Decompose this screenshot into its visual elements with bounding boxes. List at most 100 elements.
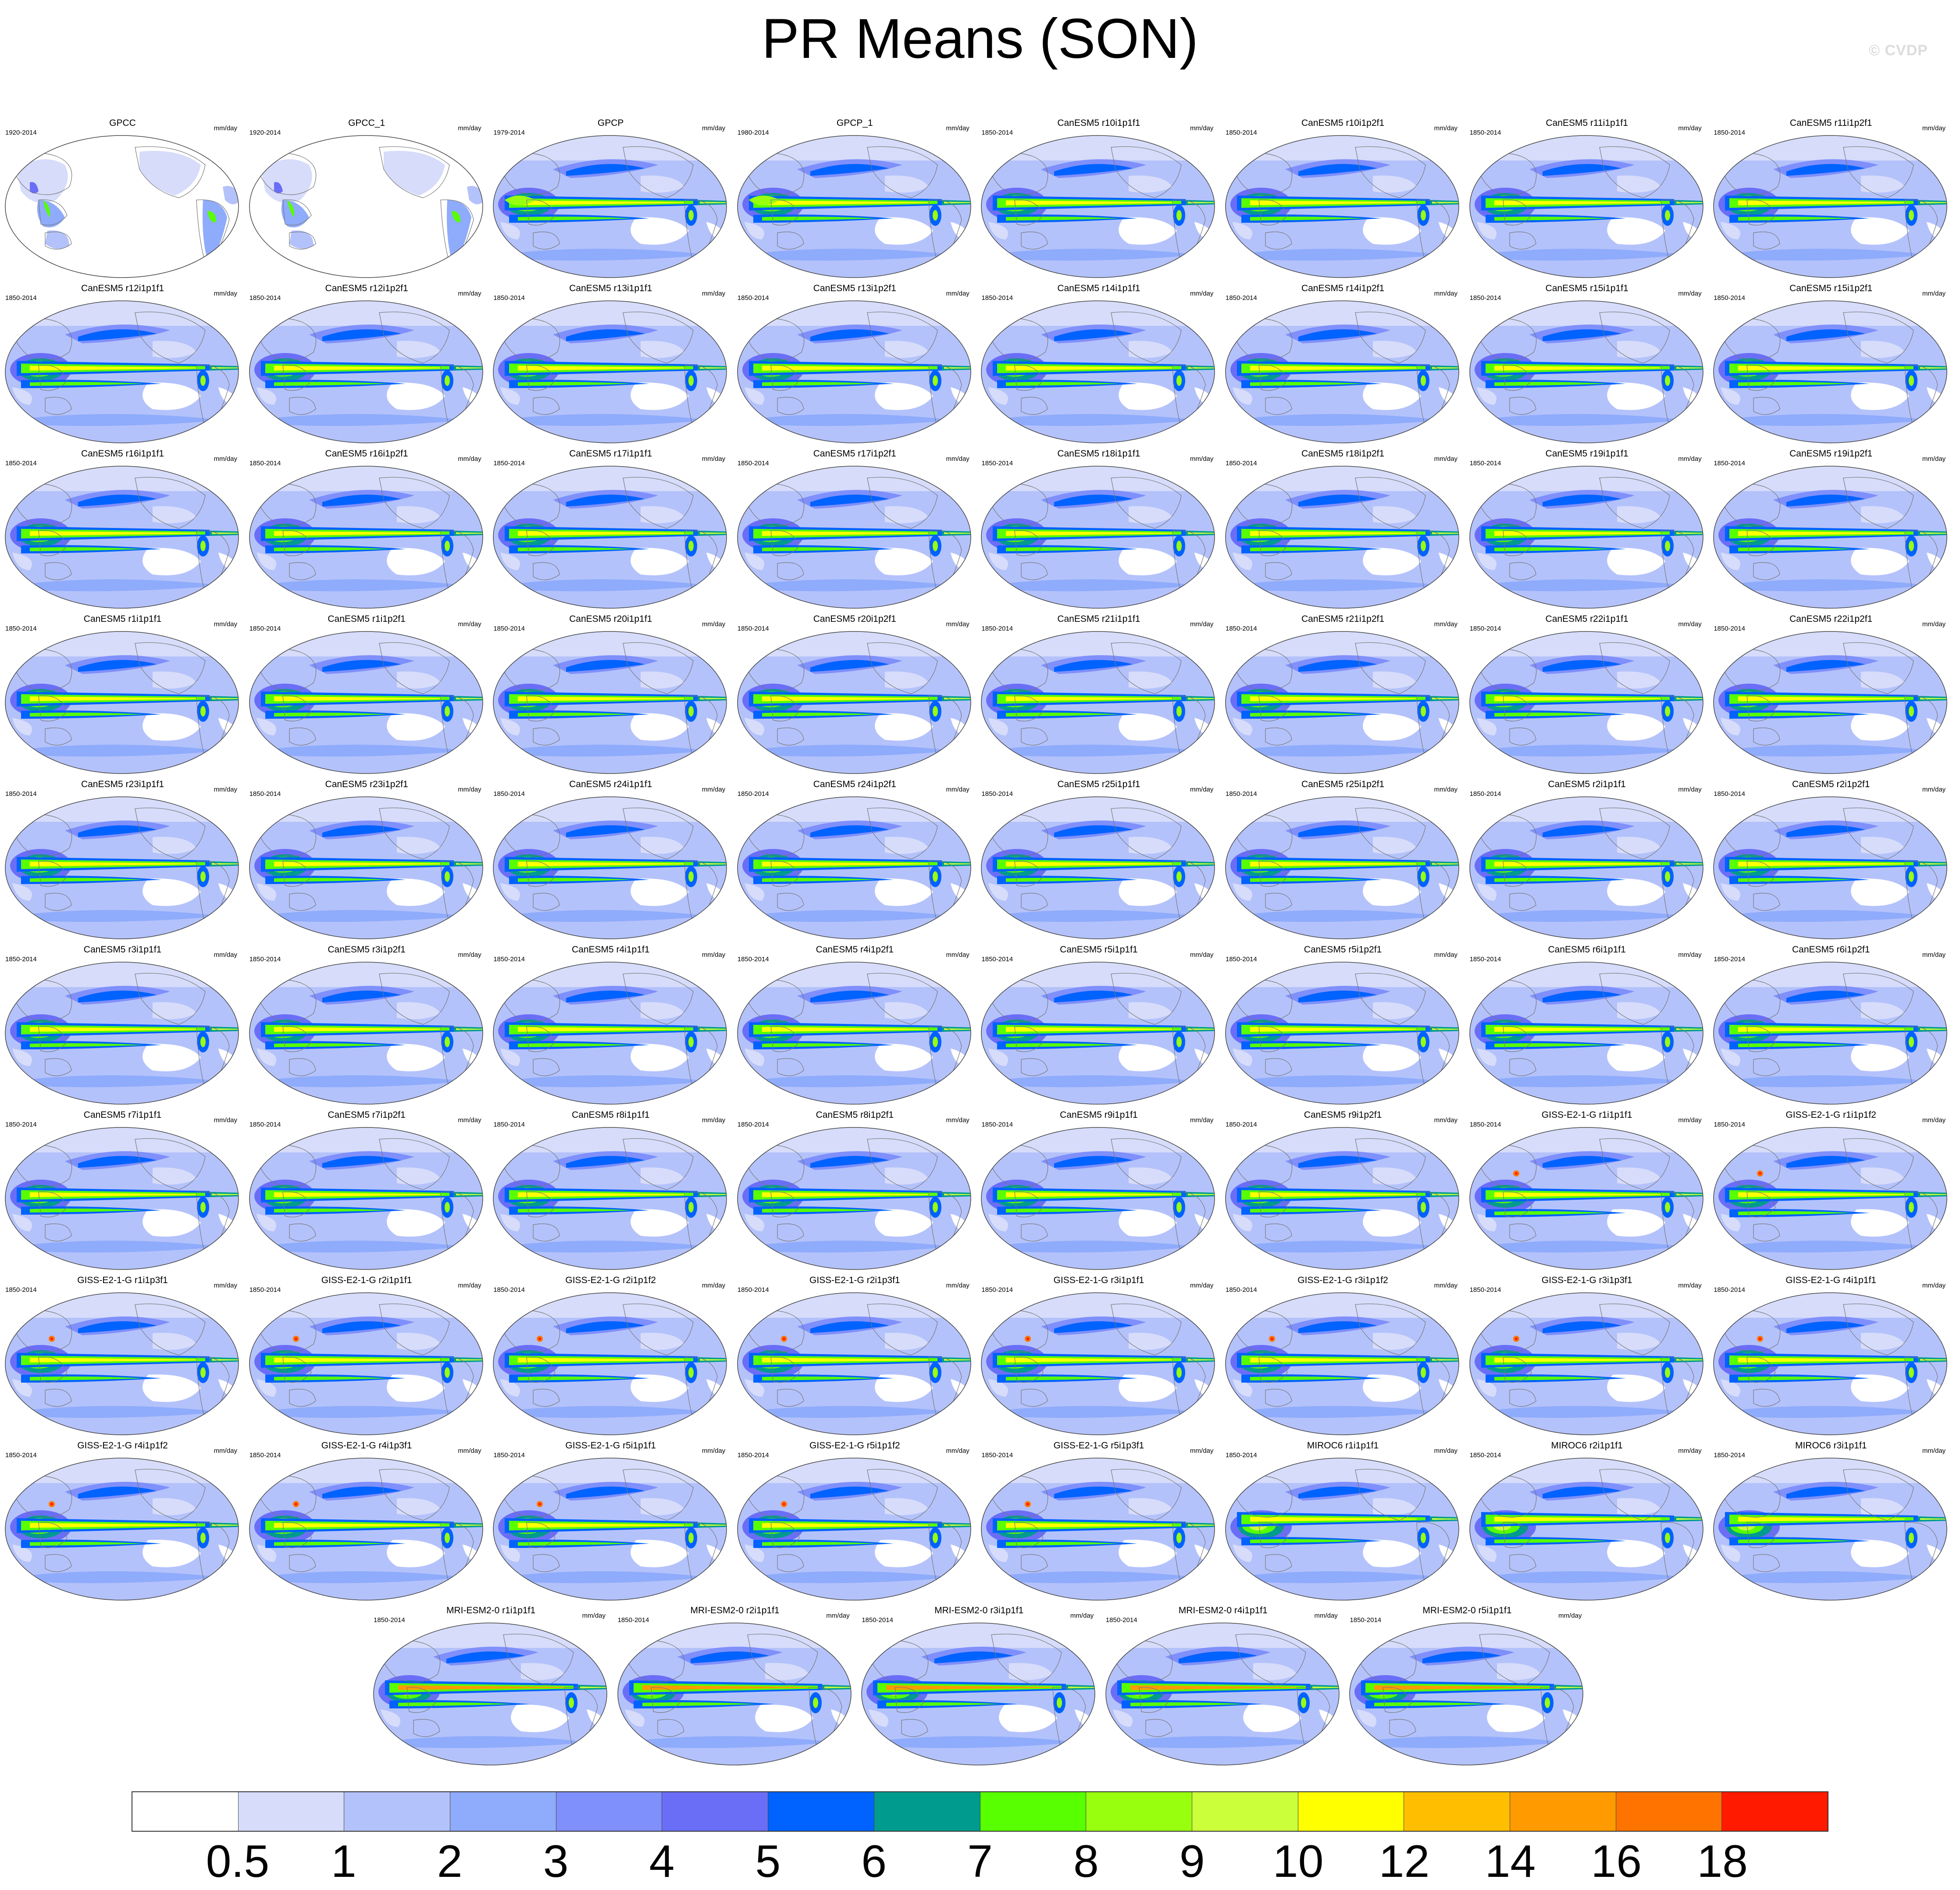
map-panel: CanESM5 r6i1p1f1 1850-2014 mm/day bbox=[1468, 944, 1706, 1106]
panel-units: mm/day bbox=[946, 951, 969, 959]
panel-units: mm/day bbox=[1190, 1116, 1214, 1124]
panel-units: mm/day bbox=[946, 786, 969, 793]
map-panel: GISS-E2-1-G r4i1p1f2 1850-2014 mm/day bbox=[4, 1440, 242, 1602]
panel-units: mm/day bbox=[214, 455, 237, 463]
precipitation-map bbox=[861, 1623, 1095, 1765]
colorbar-tick-label: 3 bbox=[543, 1836, 569, 1887]
panel-title: CanESM5 r9i1p2f1 bbox=[1304, 1110, 1382, 1120]
panel-period: 1920-2014 bbox=[249, 129, 281, 136]
panel-title: CanESM5 r16i1p1f1 bbox=[81, 449, 164, 459]
panel-period: 1850-2014 bbox=[1226, 460, 1257, 467]
panel-units: mm/day bbox=[1434, 455, 1458, 463]
panel-title: CanESM5 r13i1p2f1 bbox=[813, 283, 896, 293]
panel-title: GISS-E2-1-G r1i1p1f1 bbox=[1541, 1110, 1632, 1120]
precipitation-map bbox=[5, 962, 239, 1105]
map-panel: CanESM5 r25i1p1f1 1850-2014 mm/day bbox=[980, 779, 1218, 941]
panel-units: mm/day bbox=[1678, 125, 1702, 132]
map-panel: GISS-E2-1-G r4i1p3f1 1850-2014 mm/day bbox=[248, 1440, 486, 1602]
panel-period: 1850-2014 bbox=[737, 294, 769, 302]
panel-units: mm/day bbox=[1190, 786, 1214, 793]
panel-units: mm/day bbox=[1190, 1282, 1214, 1289]
colorbar-tick-label: 1 bbox=[331, 1836, 356, 1887]
panel-title: GPCC_1 bbox=[348, 118, 385, 128]
precipitation-map bbox=[737, 962, 971, 1105]
panel-period: 1850-2014 bbox=[249, 460, 281, 467]
panel-period: 1850-2014 bbox=[981, 1121, 1013, 1128]
panel-title: GISS-E2-1-G r4i1p1f2 bbox=[77, 1441, 168, 1451]
panel-title: CanESM5 r14i1p1f1 bbox=[1057, 283, 1140, 293]
map-panel: CanESM5 r5i1p2f1 1850-2014 mm/day bbox=[1224, 944, 1462, 1106]
panel-title: CanESM5 r7i1p2f1 bbox=[328, 1110, 406, 1120]
panel-units: mm/day bbox=[946, 125, 969, 132]
precipitation-map bbox=[737, 300, 971, 443]
panel-units: mm/day bbox=[1314, 1612, 1338, 1619]
panel-units: mm/day bbox=[1434, 125, 1458, 132]
panel-title: MIROC6 r1i1p1f1 bbox=[1307, 1441, 1379, 1451]
colorbar bbox=[132, 1791, 1828, 1832]
panel-title: CanESM5 r22i1p2f1 bbox=[1789, 614, 1873, 624]
panel-title: GISS-E2-1-G r2i1p1f1 bbox=[321, 1275, 412, 1285]
colorbar-tick-label: 9 bbox=[1179, 1836, 1205, 1887]
precipitation-map bbox=[493, 631, 727, 774]
panel-units: mm/day bbox=[458, 951, 481, 959]
map-panel: CanESM5 r4i1p1f1 1850-2014 mm/day bbox=[492, 944, 730, 1106]
colorbar-tick-label: 8 bbox=[1073, 1836, 1099, 1887]
panel-period: 1850-2014 bbox=[1469, 956, 1501, 963]
map-panel: CanESM5 r11i1p1f1 1850-2014 mm/day bbox=[1468, 118, 1706, 280]
panel-units: mm/day bbox=[1922, 786, 1946, 793]
panel-period: 1850-2014 bbox=[493, 1286, 525, 1294]
map-panel: GISS-E2-1-G r1i1p1f1 1850-2014 mm/day bbox=[1468, 1109, 1706, 1272]
panel-units: mm/day bbox=[1922, 1447, 1946, 1455]
precipitation-map bbox=[1225, 631, 1459, 774]
panel-period: 1850-2014 bbox=[1226, 129, 1257, 136]
panel-title: CanESM5 r24i1p2f1 bbox=[813, 779, 896, 789]
precipitation-map bbox=[493, 1292, 727, 1435]
precipitation-map bbox=[5, 1292, 239, 1435]
precipitation-map bbox=[1713, 135, 1947, 278]
map-panel: CanESM5 r24i1p2f1 1850-2014 mm/day bbox=[736, 779, 974, 941]
panel-units: mm/day bbox=[458, 1116, 481, 1124]
precipitation-map bbox=[5, 796, 239, 939]
map-panel: CanESM5 r19i1p1f1 1850-2014 mm/day bbox=[1468, 448, 1706, 610]
panel-period: 1850-2014 bbox=[493, 956, 525, 963]
precipitation-map bbox=[249, 796, 483, 939]
panel-title: CanESM5 r9i1p1f1 bbox=[1060, 1110, 1138, 1120]
panel-period: 1850-2014 bbox=[1226, 1451, 1257, 1459]
precipitation-map bbox=[737, 135, 971, 278]
map-panel: GISS-E2-1-G r1i1p3f1 1850-2014 mm/day bbox=[4, 1275, 242, 1437]
panel-title: CanESM5 r5i1p2f1 bbox=[1304, 945, 1382, 955]
panel-period: 1850-2014 bbox=[617, 1616, 649, 1624]
panel-title: CanESM5 r12i1p1f1 bbox=[81, 283, 164, 293]
precipitation-map bbox=[249, 1127, 483, 1270]
map-panel: MRI-ESM2-0 r1i1p1f1 1850-2014 mm/day bbox=[372, 1605, 610, 1767]
map-panel: CanESM5 r1i1p2f1 1850-2014 mm/day bbox=[248, 613, 486, 776]
panel-units: mm/day bbox=[1678, 951, 1702, 959]
map-panel: CanESM5 r15i1p1f1 1850-2014 mm/day bbox=[1468, 283, 1706, 445]
precipitation-map bbox=[617, 1623, 852, 1765]
panel-period: 1850-2014 bbox=[1226, 956, 1257, 963]
panel-period: 1850-2014 bbox=[737, 460, 769, 467]
panel-units: mm/day bbox=[946, 1447, 969, 1455]
panel-period: 1850-2014 bbox=[1714, 294, 1745, 302]
map-panel: CanESM5 r7i1p2f1 1850-2014 mm/day bbox=[248, 1109, 486, 1272]
panel-units: mm/day bbox=[1190, 620, 1214, 628]
panel-units: mm/day bbox=[458, 455, 481, 463]
panel-title: CanESM5 r2i1p1f1 bbox=[1548, 779, 1626, 789]
colorbar-swatch bbox=[556, 1792, 663, 1831]
precipitation-map bbox=[981, 962, 1215, 1105]
map-panel: CanESM5 r5i1p1f1 1850-2014 mm/day bbox=[980, 944, 1218, 1106]
precipitation-map bbox=[1713, 796, 1947, 939]
precipitation-map bbox=[1469, 466, 1703, 609]
precipitation-map bbox=[1105, 1623, 1340, 1765]
precipitation-map bbox=[493, 1127, 727, 1270]
map-panel: CanESM5 r10i1p1f1 1850-2014 mm/day bbox=[980, 118, 1218, 280]
panel-title: CanESM5 r21i1p2f1 bbox=[1301, 614, 1385, 624]
panel-units: mm/day bbox=[1922, 455, 1946, 463]
panel-period: 1850-2014 bbox=[1226, 625, 1257, 632]
precipitation-map bbox=[981, 631, 1215, 774]
panel-units: mm/day bbox=[702, 1447, 726, 1455]
map-panel: CanESM5 r21i1p2f1 1850-2014 mm/day bbox=[1224, 613, 1462, 776]
panel-units: mm/day bbox=[946, 1282, 969, 1289]
colorbar-tick-label: 12 bbox=[1379, 1836, 1430, 1887]
panel-period: 1850-2014 bbox=[1469, 1286, 1501, 1294]
